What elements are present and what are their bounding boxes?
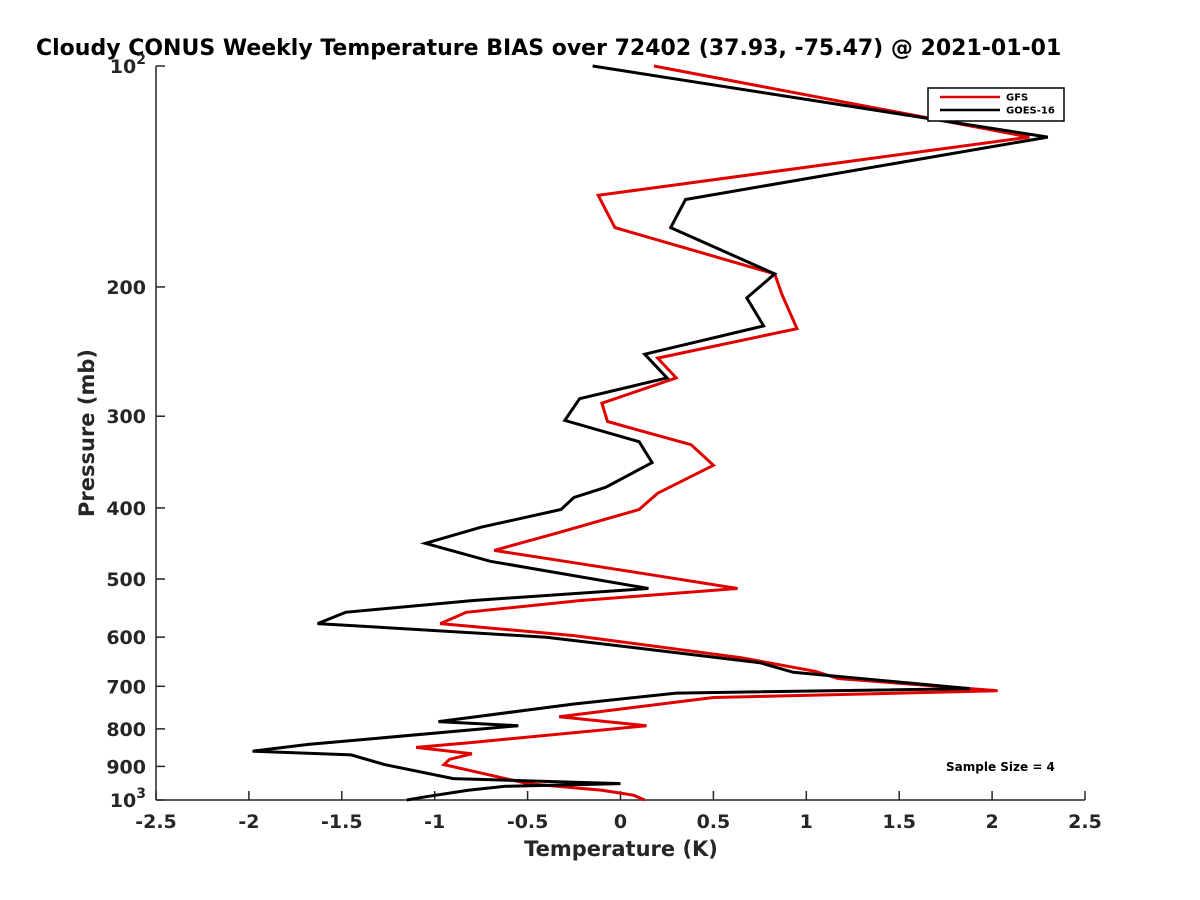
x-tick-label: 1.5 bbox=[882, 811, 916, 833]
y-tick-label: 600 bbox=[106, 627, 146, 649]
x-tick-label: -2.5 bbox=[135, 811, 177, 833]
y-tick-label: 102 bbox=[110, 52, 146, 78]
plot-lines bbox=[252, 64, 1049, 802]
x-tick-label: 0.5 bbox=[697, 811, 731, 833]
x-tick-label: -1.5 bbox=[321, 811, 363, 833]
y-tick-label: 400 bbox=[106, 498, 146, 520]
y-tick-label: 500 bbox=[106, 569, 146, 591]
y-tick-label: 300 bbox=[106, 406, 146, 428]
y-tick-label: 700 bbox=[106, 676, 146, 698]
legend-box bbox=[927, 87, 1065, 122]
y-tick-label: 900 bbox=[106, 756, 146, 778]
x-tick-label: -2 bbox=[238, 811, 259, 833]
x-tick-label: 1 bbox=[800, 811, 813, 833]
sample-size-annotation: Sample Size = 4 bbox=[946, 760, 1055, 774]
x-axis-label: Temperature (K) bbox=[524, 837, 718, 861]
y-tick-label-base: 900 bbox=[106, 756, 146, 778]
y-tick-label-base: 300 bbox=[106, 406, 146, 428]
x-tick-label: -0.5 bbox=[507, 811, 549, 833]
y-tick-label: 800 bbox=[106, 719, 146, 741]
series-line-goes-16 bbox=[252, 64, 1049, 802]
y-tick-label: 103 bbox=[110, 786, 146, 812]
y-tick-label-exponent: 2 bbox=[136, 52, 146, 68]
x-tick-label: -1 bbox=[424, 811, 445, 833]
chart-title: Cloudy CONUS Weekly Temperature BIAS ove… bbox=[36, 36, 1061, 61]
axes: -2.5 -2 -1.5 -1 -0.5 0 0.5 1 1.5 2 2.5102200300400… bbox=[106, 52, 1102, 833]
y-tick-label-base: 10 bbox=[110, 56, 136, 78]
y-axis-label: Pressure (mb) bbox=[75, 349, 99, 517]
series-line-gfs bbox=[415, 64, 1030, 802]
y-tick-label-base: 600 bbox=[106, 627, 146, 649]
legend-label: GFS bbox=[1006, 93, 1028, 104]
x-tick-label: 2.5 bbox=[1068, 811, 1102, 833]
x-tick-label: 0 bbox=[614, 811, 627, 833]
legend-label: GOES-16 bbox=[1006, 106, 1055, 117]
x-tick-label: 2 bbox=[985, 811, 998, 833]
y-tick-label-base: 10 bbox=[110, 790, 136, 812]
legend: GFS GOES-16 bbox=[927, 87, 1065, 122]
y-tick-label-base: 400 bbox=[106, 498, 146, 520]
y-tick-label-exponent: 3 bbox=[136, 786, 146, 802]
y-tick-label-base: 700 bbox=[106, 676, 146, 698]
y-tick-label-base: 200 bbox=[106, 277, 146, 299]
y-tick-label: 200 bbox=[106, 277, 146, 299]
y-tick-label-base: 800 bbox=[106, 719, 146, 741]
y-tick-label-base: 500 bbox=[106, 569, 146, 591]
